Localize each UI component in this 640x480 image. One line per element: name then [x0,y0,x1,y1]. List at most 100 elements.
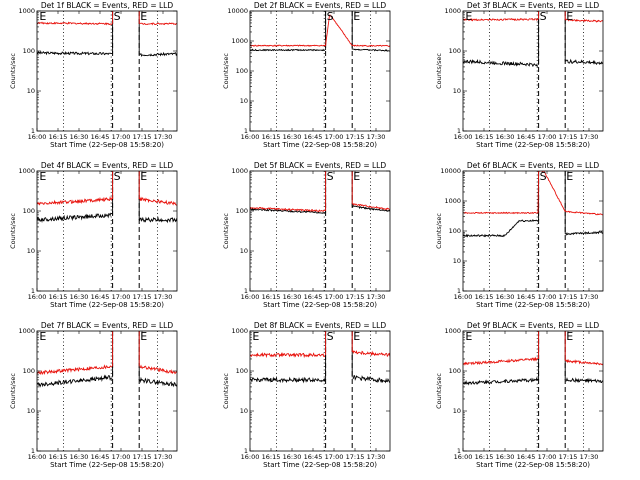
y-tick-label: 1000 [18,327,35,335]
events-series-line [37,171,177,224]
x-tick-label: 16:15 [475,133,494,141]
series-group [37,171,177,224]
x-axis-label: Start Time (22-Sep-08 15:58:20) [50,301,164,309]
interval-marker-e: E [465,330,472,343]
x-tick-label: 17:15 [133,453,152,461]
y-axis-label: Counts/sec [222,373,230,409]
x-tick-label: 16:30 [496,133,515,141]
interval-marker-s: S [540,170,547,183]
x-axis-label: Start Time (22-Sep-08 15:58:20) [263,141,377,149]
interval-marker-e: E [140,10,147,23]
y-tick-label: 10 [27,247,35,255]
y-axis-label: Counts/sec [435,373,443,409]
series-group [37,331,177,388]
x-tick-label: 17:30 [154,453,173,461]
y-tick-label: 10 [453,87,461,95]
x-tick-label: 17:30 [367,293,386,301]
y-axis-label: Counts/sec [9,373,17,409]
x-tick-label: 16:00 [241,453,260,461]
x-tick-label: 17:30 [367,453,386,461]
y-axis-label: Counts/sec [222,213,230,249]
x-tick-label: 16:45 [91,133,110,141]
panel-title: Det 4f BLACK = Events, RED = LLD [41,161,174,170]
y-tick-label: 1000 [444,327,461,335]
interval-marker-e: E [252,330,259,343]
interval-marker-e: E [39,170,46,183]
y-tick-label: 10 [240,407,248,415]
series-group [250,171,390,214]
panel-title: Det 8f BLACK = Events, RED = LLD [254,321,387,330]
interval-marker-e: E [353,10,360,23]
y-tick-label: 1000 [444,7,461,15]
events-series-line [250,171,390,214]
x-tick-label: 17:15 [133,293,152,301]
y-tick-label: 10 [453,257,461,265]
x-tick-label: 16:45 [91,293,110,301]
panel-title: Det 5f BLACK = Events, RED = LLD [254,161,387,170]
x-tick-label: 16:15 [262,453,281,461]
x-tick-label: 16:30 [283,293,302,301]
y-tick-label: 1 [457,287,461,295]
x-axis-label: Start Time (22-Sep-08 15:58:20) [476,301,590,309]
interval-marker-s: S [327,10,334,23]
x-axis-label: Start Time (22-Sep-08 15:58:20) [476,141,590,149]
x-tick-label: 16:45 [517,133,536,141]
x-tick-label: 16:15 [475,453,494,461]
y-tick-label: 1 [31,287,35,295]
interval-marker-e: E [39,330,46,343]
y-tick-label: 100 [23,47,35,55]
events-series-line [37,11,177,57]
y-tick-label: 100 [23,367,35,375]
y-tick-label: 10 [27,87,35,95]
x-tick-label: 16:30 [70,453,89,461]
lld-series-line [463,171,603,216]
interval-marker-e: E [566,10,573,23]
events-series-line [463,331,603,386]
plot-frame [36,330,178,452]
x-tick-label: 17:00 [112,133,131,141]
y-axis-label: Counts/sec [9,53,17,89]
x-tick-label: 16:30 [283,453,302,461]
x-tick-label: 17:00 [325,293,344,301]
events-series-line [463,171,603,238]
y-tick-label: 1 [31,127,35,135]
x-tick-label: 17:00 [538,133,557,141]
detector-panel-5: Det 5f BLACK = Events, RED = LLD 16:00 16:… [222,161,391,309]
x-tick-label: 16:00 [28,453,47,461]
x-tick-label: 16:00 [454,293,473,301]
x-tick-label: 16:30 [70,133,89,141]
interval-marker-e: E [140,170,147,183]
series-group [250,331,390,384]
x-tick-label: 16:45 [517,293,536,301]
lld-series-line [250,171,390,213]
y-tick-label: 100 [449,227,461,235]
panel-title: Det 9f BLACK = Events, RED = LLD [467,321,600,330]
panel-title: Det 6f BLACK = Events, RED = LLD [467,161,600,170]
plot-frame [462,330,604,452]
y-tick-label: 1 [457,127,461,135]
x-tick-label: 17:00 [112,293,131,301]
series-group [463,11,603,68]
lld-series-line [37,171,177,206]
x-axis-label: Start Time (22-Sep-08 15:58:20) [50,461,164,469]
x-tick-label: 17:00 [112,453,131,461]
x-tick-label: 16:45 [304,293,323,301]
x-tick-label: 16:00 [241,293,260,301]
lld-series-line [463,331,603,366]
x-tick-label: 16:15 [49,453,68,461]
x-tick-label: 17:30 [580,453,599,461]
y-tick-label: 1000 [18,167,35,175]
x-tick-label: 16:15 [475,293,494,301]
y-tick-label: 1000 [231,327,248,335]
series-group [463,171,603,238]
x-tick-label: 16:00 [28,133,47,141]
x-axis-label: Start Time (22-Sep-08 15:58:20) [263,461,377,469]
lld-series-line [463,11,603,23]
x-tick-label: 17:15 [346,133,365,141]
x-tick-label: 17:30 [580,293,599,301]
